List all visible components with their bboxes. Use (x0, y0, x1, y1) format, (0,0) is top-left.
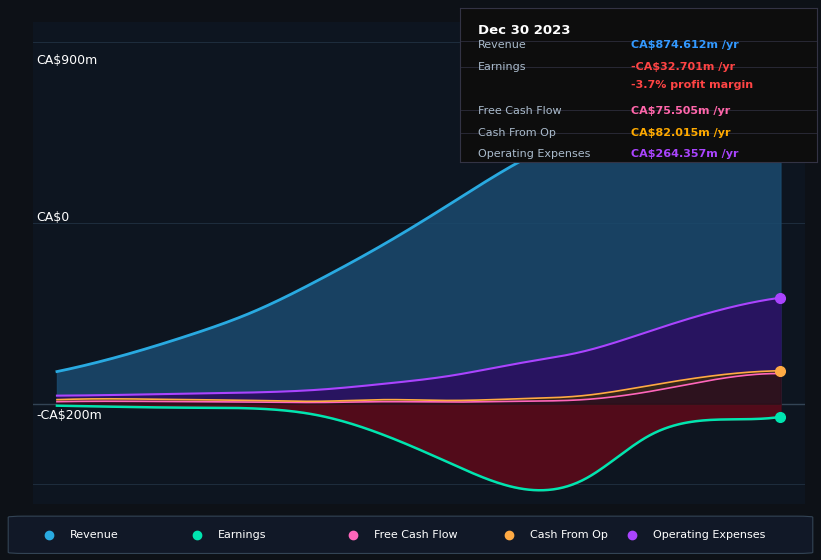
Text: Operating Expenses: Operating Expenses (653, 530, 765, 540)
Text: -3.7% profit margin: -3.7% profit margin (631, 80, 754, 90)
Text: Free Cash Flow: Free Cash Flow (478, 106, 562, 116)
Text: -CA$32.701m /yr: -CA$32.701m /yr (631, 62, 736, 72)
Text: CA$874.612m /yr: CA$874.612m /yr (631, 40, 739, 50)
Text: Earnings: Earnings (218, 530, 266, 540)
Text: CA$264.357m /yr: CA$264.357m /yr (631, 150, 739, 160)
Text: Dec 30 2023: Dec 30 2023 (478, 24, 570, 37)
Text: Operating Expenses: Operating Expenses (478, 150, 590, 160)
Text: Earnings: Earnings (478, 62, 526, 72)
Text: CA$900m: CA$900m (37, 54, 98, 67)
Text: Cash From Op: Cash From Op (530, 530, 608, 540)
Text: Free Cash Flow: Free Cash Flow (374, 530, 457, 540)
FancyBboxPatch shape (8, 516, 813, 553)
Text: Revenue: Revenue (478, 40, 526, 50)
Text: Revenue: Revenue (70, 530, 118, 540)
Text: CA$82.015m /yr: CA$82.015m /yr (631, 128, 731, 138)
Text: CA$75.505m /yr: CA$75.505m /yr (631, 106, 731, 116)
Text: CA$0: CA$0 (37, 211, 70, 224)
Text: -CA$200m: -CA$200m (37, 409, 103, 422)
Text: Cash From Op: Cash From Op (478, 128, 556, 138)
